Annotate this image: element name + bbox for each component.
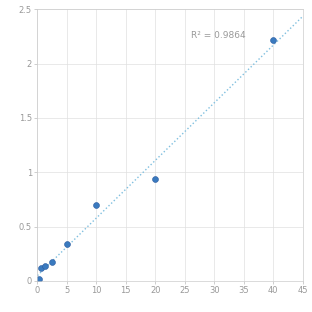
Point	[94, 202, 99, 207]
Point	[35, 277, 40, 282]
Point	[50, 260, 55, 265]
Point	[39, 265, 44, 270]
Text: R² = 0.9864: R² = 0.9864	[191, 31, 245, 40]
Point	[37, 276, 42, 281]
Point	[64, 241, 69, 246]
Point	[271, 37, 276, 42]
Point	[42, 263, 47, 268]
Point	[153, 176, 158, 181]
